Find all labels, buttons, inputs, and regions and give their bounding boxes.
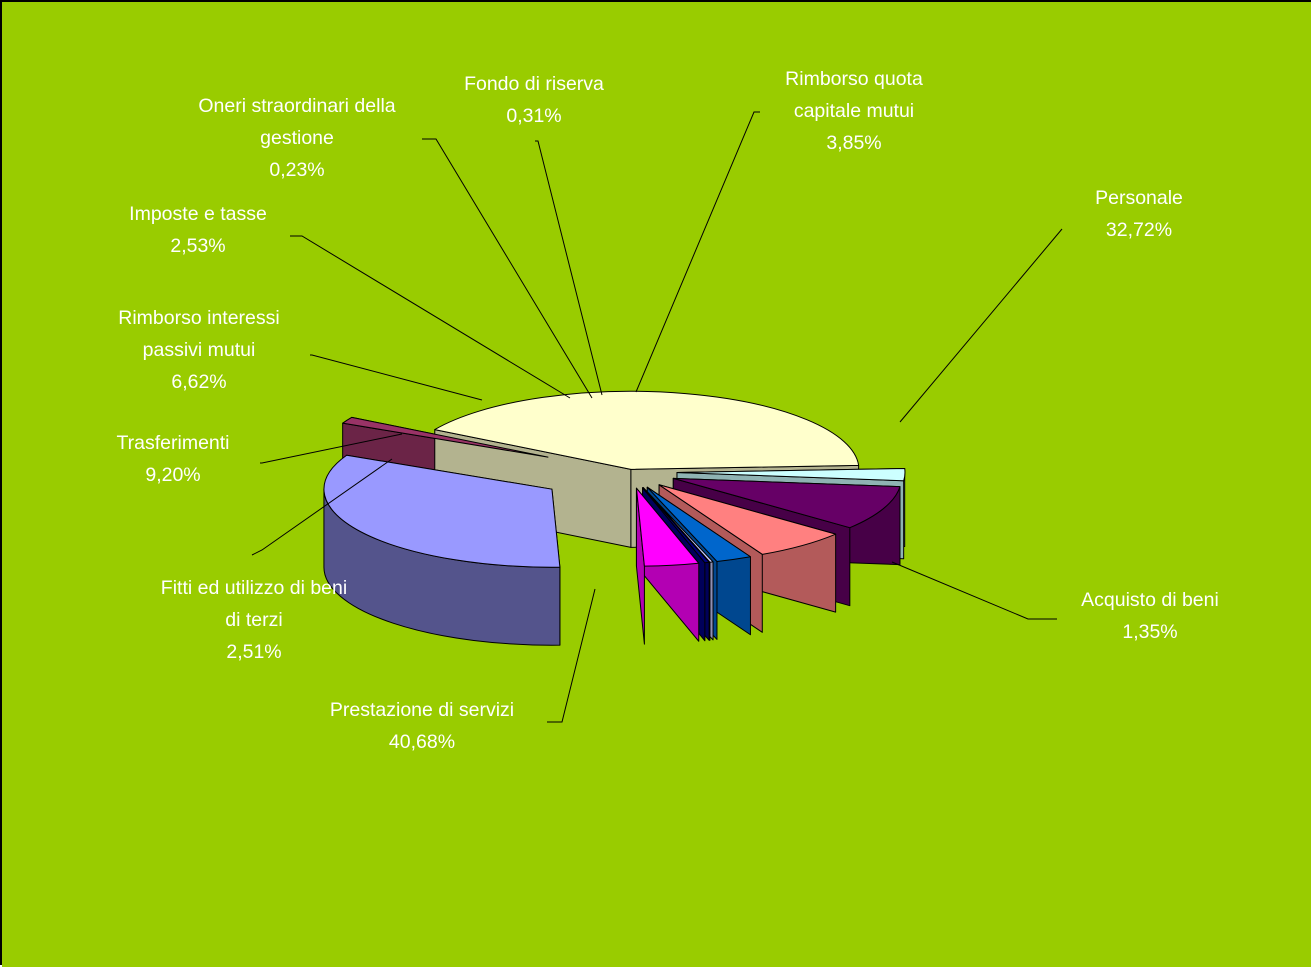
slice-fondo <box>642 487 710 564</box>
slice-imposte <box>646 486 751 562</box>
data-labels: Personale 32,72% Acquisto di beni 1,35% Pres… <box>116 68 1218 753</box>
slice-trasferimenti <box>672 477 901 529</box>
slice-interessi <box>658 484 837 555</box>
leader-lines <box>251 111 1063 723</box>
leader-line-imposte <box>290 235 571 399</box>
data-label-name-fitti-line-2: di terzi <box>225 609 282 631</box>
data-label-value-trasferimenti: 9,20% <box>145 464 200 486</box>
data-label-name-oneri-line-2: gestione <box>260 127 334 149</box>
slice-oneri <box>642 487 714 563</box>
data-label-name-imposte: Imposte e tasse <box>129 203 267 225</box>
leader-line-personale <box>899 228 1063 423</box>
data-label-name-fondo: Fondo di riserva <box>464 73 604 95</box>
leader-line-fitti <box>251 458 393 556</box>
data-label-name-personale: Personale <box>1095 187 1183 209</box>
data-label-value-rimborso-quota: 3,85% <box>826 132 881 154</box>
data-label-name-rimborso-quota-line-2: capitale mutui <box>794 100 914 122</box>
data-label-value-prestazione: 40,68% <box>389 731 455 753</box>
leader-line-acquisto <box>891 561 1057 620</box>
leader-line-trasferimenti <box>260 433 403 464</box>
leader-line-oneri <box>422 138 593 399</box>
slice-fitti <box>676 468 906 482</box>
leader-line-rimborso-quota <box>635 111 760 393</box>
slice-rimborso-quota <box>635 487 700 567</box>
data-label-name-acquisto: Acquisto di beni <box>1081 589 1219 611</box>
data-label-name-fitti-line-1: Fitti ed utilizzo di beni <box>161 577 347 599</box>
slice-tops <box>323 390 906 568</box>
data-label-name-prestazione: Prestazione di servizi <box>330 699 514 721</box>
data-label-value-imposte: 2,53% <box>170 235 225 257</box>
data-label-value-fitti: 2,51% <box>226 641 281 663</box>
data-label-value-acquisto: 1,35% <box>1122 621 1177 643</box>
leader-line-interessi <box>310 354 483 401</box>
slice-acquisto <box>342 416 549 458</box>
slice-prestazione <box>434 390 860 470</box>
slice-personale <box>323 454 561 568</box>
leader-line-prestazione <box>547 588 596 723</box>
data-label-name-rimborso-quota-line-1: Rimborso quota <box>785 68 923 90</box>
data-label-value-fondo: 0,31% <box>506 105 561 127</box>
data-label-value-oneri: 0,23% <box>269 159 324 181</box>
data-label-name-interessi-line-1: Rimborso interessi <box>118 307 279 329</box>
data-label-name-interessi-line-2: passivi mutui <box>143 339 256 361</box>
data-label-name-oneri-line-1: Oneri straordinari della <box>198 95 395 117</box>
data-label-value-interessi: 6,62% <box>171 371 226 393</box>
data-label-value-personale: 32,72% <box>1106 219 1172 241</box>
data-label-name-trasferimenti: Trasferimenti <box>116 432 229 454</box>
leader-line-fondo <box>535 140 603 396</box>
